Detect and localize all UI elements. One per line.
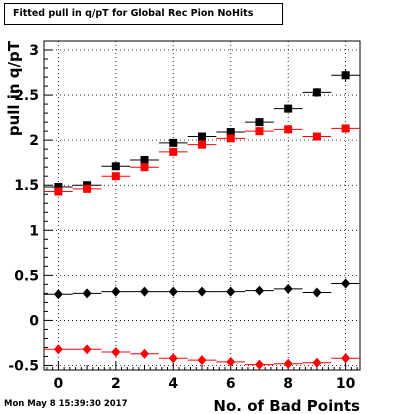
data-point-square bbox=[83, 184, 92, 193]
x-tick-label: 0 bbox=[53, 376, 63, 392]
y-tick-label: 2.5 bbox=[14, 88, 39, 104]
data-point-square bbox=[140, 163, 149, 172]
x-tick-label: 6 bbox=[226, 376, 236, 392]
data-point-diamond bbox=[312, 357, 322, 368]
data-point-square bbox=[284, 104, 293, 113]
y-tick-label: 2 bbox=[29, 133, 39, 149]
x-tick-label: 2 bbox=[111, 376, 121, 392]
data-point-diamond bbox=[140, 286, 150, 297]
data-point-diamond bbox=[341, 353, 351, 364]
chart-title: Fitted pull in q/pT for Global Rec Pion … bbox=[4, 3, 283, 25]
data-point-diamond bbox=[168, 286, 178, 297]
y-axis-label: pull in q/pT bbox=[5, 40, 23, 136]
data-point-diamond bbox=[53, 344, 63, 355]
axis-ticks: 0 2 4 6 8 10 -0.5 0 0.5 1 1.5 2 2.5 3 bbox=[8, 43, 358, 392]
data-point-diamond bbox=[226, 356, 236, 367]
data-point-diamond bbox=[111, 286, 121, 297]
x-axis-label: No. of Bad Points bbox=[213, 397, 360, 414]
data-point-diamond bbox=[197, 355, 207, 366]
data-point-square bbox=[111, 172, 120, 181]
grid-lines bbox=[44, 41, 360, 370]
data-point-square bbox=[54, 187, 63, 196]
data-point-square bbox=[226, 134, 235, 143]
data-point-square bbox=[198, 132, 206, 141]
data-point-diamond bbox=[283, 358, 293, 369]
data-point-diamond bbox=[197, 286, 207, 297]
y-tick-label: 1 bbox=[29, 223, 39, 239]
data-point-square bbox=[169, 147, 178, 156]
data-point-square bbox=[111, 162, 120, 171]
data-point-diamond bbox=[82, 344, 92, 355]
data-point-square bbox=[312, 132, 321, 141]
data-point-diamond bbox=[53, 289, 63, 300]
data-point-square bbox=[140, 155, 149, 164]
data-point-square bbox=[341, 71, 350, 80]
data-point-square bbox=[169, 138, 178, 147]
data-point-square bbox=[284, 125, 293, 134]
data-point-diamond bbox=[226, 286, 236, 297]
data-point-diamond bbox=[283, 283, 293, 294]
data-point-diamond bbox=[111, 346, 121, 357]
data-points bbox=[44, 68, 360, 370]
y-tick-label: 0.5 bbox=[14, 268, 39, 284]
y-tick-label: 0 bbox=[29, 313, 39, 329]
data-point-square bbox=[255, 127, 264, 136]
data-point-square bbox=[226, 128, 235, 137]
data-point-square bbox=[198, 140, 206, 149]
data-point-diamond bbox=[82, 288, 92, 299]
y-tick-label: 1.5 bbox=[14, 178, 39, 194]
x-tick-label: 4 bbox=[168, 376, 178, 392]
data-point-square bbox=[255, 118, 264, 127]
y-tick-label: -0.5 bbox=[8, 358, 39, 374]
data-point-diamond bbox=[140, 348, 150, 359]
y-tick-label: 3 bbox=[29, 43, 39, 59]
data-point-square bbox=[341, 124, 350, 133]
data-point-square bbox=[54, 183, 63, 192]
x-tick-label: 8 bbox=[283, 376, 293, 392]
x-tick-label: 10 bbox=[336, 376, 356, 392]
data-point-diamond bbox=[312, 287, 322, 298]
data-point-diamond bbox=[168, 353, 178, 364]
data-point-square bbox=[312, 88, 321, 97]
data-point-diamond bbox=[254, 359, 264, 370]
data-point-diamond bbox=[341, 278, 351, 289]
data-point-diamond bbox=[254, 285, 264, 296]
date-stamp: Mon May 8 15:39:30 2017 bbox=[4, 399, 128, 409]
